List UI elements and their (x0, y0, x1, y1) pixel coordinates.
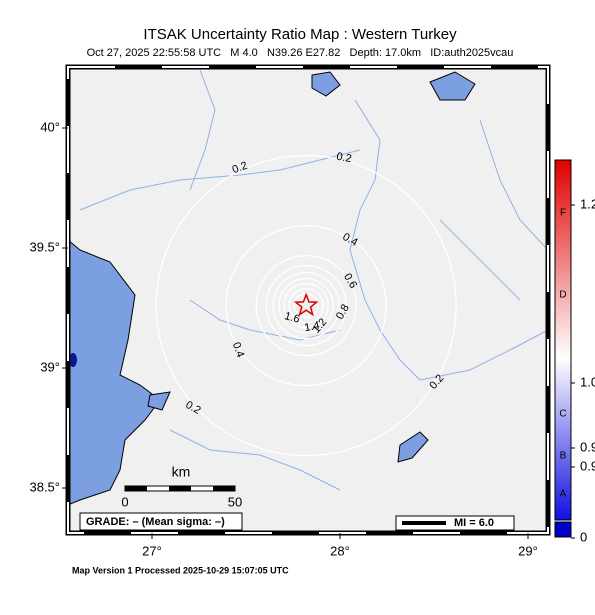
colorbar-letter: D (559, 290, 566, 301)
lake (429, 71, 476, 101)
epicenter (293, 292, 319, 317)
colorbar-label: 0 (580, 529, 587, 544)
lon-label: 28° (330, 543, 350, 558)
subtitle: Oct 27, 2025 22:55:58 UTC M 4.0 N39.26 E… (87, 47, 514, 59)
colorbar-label: 1.0 (580, 374, 595, 389)
contour (278, 277, 334, 334)
mi-label: MI = 6.0 (454, 517, 494, 529)
map-frame (65, 64, 551, 536)
contour (283, 282, 329, 329)
footer: Map Version 1 Processed 2025-10-29 15:07… (72, 565, 289, 575)
lat-label: 40° (40, 119, 60, 134)
colorbar-letter: C (559, 409, 566, 420)
colorbar-label: 1.2 (580, 196, 595, 211)
contours (155, 154, 457, 457)
contour-label: 0.2 (335, 151, 352, 165)
colorbar-letter: F (560, 208, 566, 219)
scale-bar (124, 485, 236, 492)
rivers (79, 69, 548, 491)
lat-label: 39.5° (29, 239, 60, 254)
grade: GRADE: – (Mean sigma: –) (86, 516, 225, 528)
contour (288, 287, 324, 324)
colorbar (554, 159, 572, 521)
contour-label: 1.6 (283, 310, 301, 326)
contour (272, 271, 340, 340)
lake (311, 71, 341, 97)
contour (265, 264, 347, 347)
contour (255, 254, 357, 357)
lake (397, 431, 429, 463)
land (147, 391, 171, 411)
lat-label: 39° (40, 359, 60, 374)
scale-unit: km (172, 464, 191, 480)
contour (155, 154, 457, 457)
mi-box (395, 515, 515, 531)
scale-start: 0 (121, 494, 128, 509)
map-layers (68, 69, 548, 506)
lon-label: 27° (142, 543, 162, 558)
contour-label: 0.2 (231, 160, 249, 177)
colorbar-label: 0.9 (580, 458, 595, 473)
lake (69, 353, 77, 367)
lon-label: 29° (518, 543, 538, 558)
lat-label: 38.5° (29, 479, 60, 494)
contour-label: 0.4 (230, 341, 247, 359)
contour (225, 224, 387, 387)
colorbar-low (554, 521, 572, 538)
colorbar-letter: B (560, 451, 567, 462)
grade-box (79, 512, 243, 531)
colorbar-label: 0.9 (580, 439, 595, 454)
title: ITSAK Uncertainty Ratio Map : Western Tu… (143, 26, 457, 43)
contour-label: 1.4 (303, 320, 320, 334)
scale-end: 50 (228, 494, 242, 509)
colorbar-letter: A (560, 489, 567, 500)
